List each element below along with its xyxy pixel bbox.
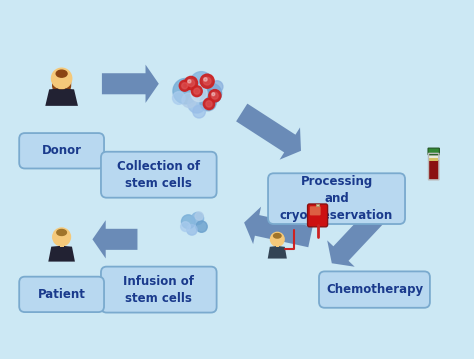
Text: Patient: Patient [37,288,86,301]
Circle shape [173,92,185,104]
Circle shape [203,98,215,109]
Text: Collection of
stem cells: Collection of stem cells [117,160,201,190]
Circle shape [196,221,207,232]
Polygon shape [102,65,159,103]
FancyBboxPatch shape [19,133,104,168]
Text: Donor: Donor [42,144,82,157]
Circle shape [173,79,198,104]
FancyBboxPatch shape [19,277,104,312]
FancyBboxPatch shape [101,152,217,198]
Ellipse shape [56,70,67,77]
Circle shape [53,228,71,246]
Polygon shape [48,246,75,262]
Circle shape [191,86,202,97]
Polygon shape [327,208,384,267]
Polygon shape [92,220,137,258]
Bar [429,154,438,155]
Circle shape [52,68,72,89]
Circle shape [187,225,197,235]
FancyBboxPatch shape [101,267,217,313]
Circle shape [181,222,190,232]
Text: Processing
and
cryopreservation: Processing and cryopreservation [280,175,393,222]
Circle shape [209,90,221,102]
Text: Infusion of
stem cells: Infusion of stem cells [123,275,194,304]
Circle shape [193,105,205,118]
Text: Chemotherapy: Chemotherapy [326,283,423,296]
Circle shape [211,81,223,93]
FancyBboxPatch shape [310,206,320,215]
Circle shape [211,92,218,99]
Circle shape [184,76,198,90]
Polygon shape [244,207,313,247]
Polygon shape [46,89,78,106]
Circle shape [182,215,195,229]
Circle shape [191,213,204,225]
FancyBboxPatch shape [276,244,279,247]
FancyBboxPatch shape [319,271,430,308]
Ellipse shape [273,234,281,238]
FancyBboxPatch shape [60,243,64,247]
Circle shape [204,78,207,81]
Circle shape [188,80,191,83]
Circle shape [206,101,212,107]
Circle shape [202,83,222,103]
Bar [316,204,319,206]
FancyBboxPatch shape [428,148,439,155]
Circle shape [190,72,212,94]
FancyBboxPatch shape [59,85,64,89]
FancyBboxPatch shape [308,204,328,227]
Ellipse shape [57,229,66,236]
Circle shape [179,80,190,91]
Circle shape [194,88,200,94]
Bar [429,155,438,158]
FancyBboxPatch shape [268,173,405,224]
Polygon shape [236,104,301,160]
FancyBboxPatch shape [428,160,439,180]
Circle shape [271,232,284,246]
Bar [429,158,438,161]
Ellipse shape [53,70,71,98]
Circle shape [212,93,215,96]
Circle shape [195,212,203,220]
Circle shape [187,79,194,87]
Circle shape [191,85,207,102]
Circle shape [182,83,188,89]
Circle shape [200,74,214,88]
Circle shape [188,95,206,113]
Circle shape [182,93,196,108]
Polygon shape [268,246,287,258]
Circle shape [203,77,211,85]
Circle shape [200,94,216,111]
